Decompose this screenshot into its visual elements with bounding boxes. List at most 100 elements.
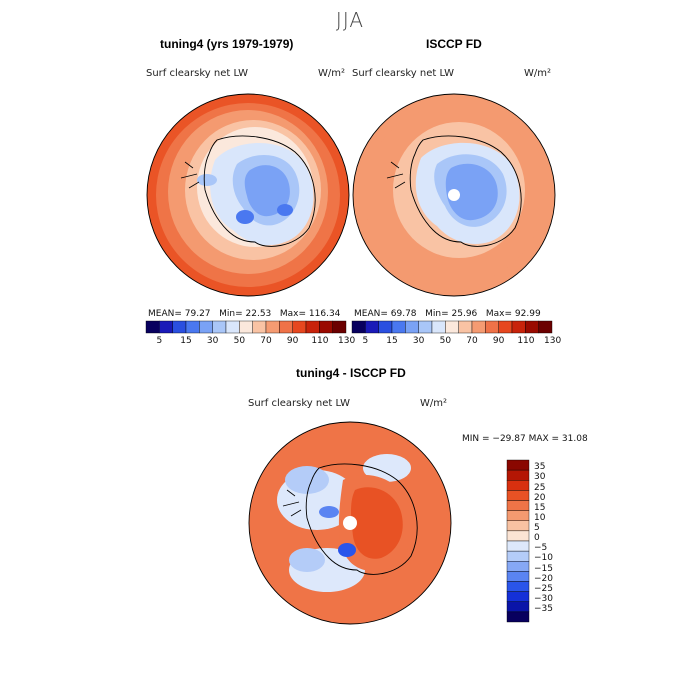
obs-mean-label: MEAN=	[354, 309, 388, 319]
colorbar-swatch	[458, 320, 473, 334]
colorbar-swatch	[506, 530, 530, 542]
colorbar-tick-label: 130	[544, 336, 562, 346]
obs-colorbar	[351, 320, 553, 334]
colorbar-swatch	[506, 480, 530, 491]
model-mean-value: 79.27	[184, 309, 211, 319]
diff-variable-label: Surf clearsky net LW	[248, 398, 351, 409]
colorbar-swatch	[405, 320, 419, 334]
colorbar-swatch	[506, 500, 530, 511]
colorbar-tick-label: 15	[534, 502, 546, 513]
colorbar-swatch	[225, 320, 240, 334]
obs-max-label: Max=	[485, 309, 513, 319]
colorbar-swatch	[506, 459, 530, 471]
obs-min-label: Min=	[425, 309, 449, 319]
colorbar-swatch	[525, 320, 539, 334]
colorbar-tick-label: 20	[534, 492, 546, 503]
colorbar-swatch	[418, 320, 433, 334]
colorbar-swatch	[332, 320, 347, 334]
colorbar-swatch	[506, 469, 530, 481]
model-min-value: 22.53	[245, 309, 272, 319]
model-units-label: W/m²	[318, 68, 346, 79]
colorbar-tick-label: 5	[534, 523, 540, 533]
colorbar-swatch	[506, 550, 530, 562]
colorbar-tick-label: −10	[534, 553, 553, 564]
diff-units-label: W/m²	[420, 398, 448, 409]
model-min-label: Min=	[219, 309, 243, 319]
colorbar-swatch	[365, 320, 379, 334]
colorbar-tick-label: 30	[412, 336, 425, 346]
colorbar-swatch	[279, 320, 293, 334]
colorbar-tick-label: −25	[534, 583, 553, 594]
colorbar-tick-label: 15	[180, 336, 192, 346]
colorbar-tick-label: 25	[534, 482, 546, 493]
colorbar-tick-label: 5	[362, 336, 369, 346]
colorbar-tick-label: −5	[534, 543, 548, 554]
colorbar-swatch	[445, 320, 459, 334]
colorbar-swatch	[506, 490, 530, 501]
model-variable-label: Surf clearsky net LW	[146, 68, 249, 79]
colorbar-swatch	[239, 320, 253, 334]
colorbar-swatch	[506, 611, 530, 623]
figure-title: JJA	[335, 8, 365, 32]
colorbar-swatch	[506, 561, 530, 572]
obs-min-value: 25.96	[451, 309, 478, 319]
colorbar-tick-label: −15	[534, 563, 553, 574]
colorbar-swatch	[538, 320, 553, 334]
model-mean-label: MEAN=	[148, 309, 182, 319]
colorbar-tick-label: 90	[492, 336, 505, 346]
colorbar-tick-label: −20	[534, 573, 553, 584]
colorbar-swatch	[498, 320, 513, 334]
colorbar-tick-label: 130	[338, 336, 356, 346]
colorbar-swatch	[172, 320, 187, 334]
model-stats: MEAN= 79.27 Min= 22.53 Max= 116.34	[148, 309, 340, 319]
colorbar-tick-label: 50	[439, 336, 452, 346]
colorbar-swatch	[506, 510, 530, 521]
colorbar-tick-label: 10	[534, 512, 546, 523]
model-max-value: 116.34	[308, 309, 341, 319]
colorbar-swatch	[378, 320, 393, 334]
colorbar-swatch	[265, 320, 280, 334]
colorbar-swatch	[212, 320, 227, 334]
colorbar-swatch	[319, 320, 333, 334]
colorbar-swatch	[185, 320, 200, 334]
colorbar-tick-label: 15	[386, 336, 398, 346]
colorbar-tick-label: 70	[260, 336, 272, 346]
colorbar-swatch	[506, 601, 530, 613]
colorbar-tick-label: 35	[534, 462, 546, 473]
colorbar-swatch	[431, 320, 446, 334]
colorbar-tick-label: −30	[534, 593, 553, 604]
model-colorbar	[145, 320, 347, 334]
diff-polar-map	[248, 421, 452, 625]
model-polar-map	[146, 93, 350, 297]
colorbar-tick-label: 5	[156, 336, 163, 346]
obs-mean-value: 69.78	[390, 309, 417, 319]
colorbar-tick-label: 30	[534, 472, 546, 483]
colorbar-swatch	[159, 320, 173, 334]
colorbar-tick-label: 0	[534, 533, 540, 544]
obs-units-label: W/m²	[524, 68, 552, 79]
model-panel-title: tuning4 (yrs 1979-1979)	[160, 37, 294, 51]
obs-max-value: 92.99	[514, 309, 541, 319]
colorbar-tick-label: 90	[286, 336, 299, 346]
colorbar-tick-label: 110	[311, 336, 329, 346]
colorbar-tick-label: 50	[233, 336, 246, 346]
model-max-label: Max=	[279, 309, 307, 319]
colorbar-swatch	[252, 320, 267, 334]
obs-polar-map	[352, 93, 556, 297]
colorbar-swatch	[292, 320, 307, 334]
obs-stats: MEAN= 69.78 Min= 25.96 Max= 92.99	[354, 309, 541, 319]
colorbar-swatch	[506, 520, 530, 532]
colorbar-tick-label: 110	[517, 336, 535, 346]
colorbar-swatch	[511, 320, 526, 334]
diff-stats: MIN = −29.87 MAX = 31.08	[462, 434, 588, 444]
colorbar-tick-label: 30	[206, 336, 219, 346]
colorbar-swatch	[506, 591, 530, 602]
colorbar-tick-label: −35	[534, 604, 553, 614]
diff-colorbar	[506, 459, 530, 623]
diff-panel-title: tuning4 - ISCCP FD	[296, 366, 406, 380]
colorbar-swatch	[351, 320, 366, 334]
obs-panel-title: ISCCP FD	[426, 37, 482, 51]
colorbar-swatch	[199, 320, 213, 334]
colorbar-swatch	[145, 320, 160, 334]
